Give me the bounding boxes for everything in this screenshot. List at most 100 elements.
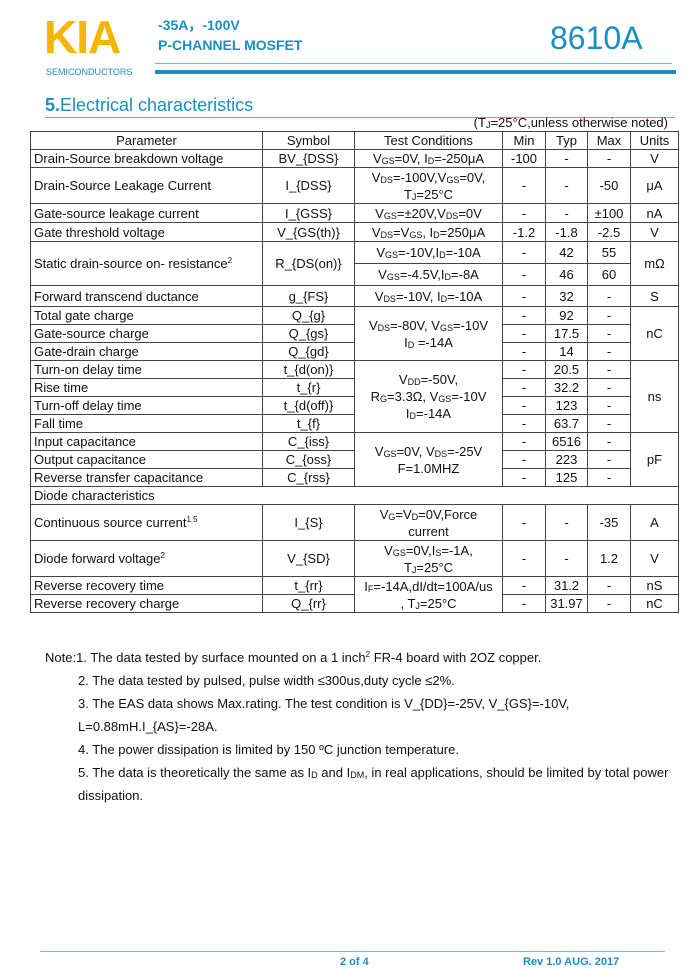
note-item: 3. The EAS data shows Max.rating. The te…	[78, 696, 570, 734]
typ-cell: -	[545, 203, 588, 223]
symbol-cell: Q_{gd}	[262, 342, 355, 361]
test-condition-cell: VGS=-10V,ID=-10A	[354, 241, 503, 264]
symbol-cell: Q_{g}	[262, 306, 355, 325]
typ-cell: 20.5	[545, 360, 588, 379]
table-row: Continuous source current1.5 I_{S} VG=VD=0…	[30, 504, 679, 541]
column-header: Units	[630, 131, 679, 150]
note-item: 2. The data tested by pulsed, pulse widt…	[78, 673, 455, 688]
unit-cell: V	[630, 149, 679, 168]
symbol-cell: t_{rr}	[262, 576, 355, 595]
max-cell: -	[587, 149, 631, 168]
max-cell: -2.5	[587, 222, 631, 242]
parameter-cell: Gate-source charge	[30, 324, 263, 343]
table-row: Turn-on delay time t_{d(on)} VDD=-50V, RG=3…	[30, 360, 679, 433]
parameter-cell: Static drain-source on- resistance2	[30, 241, 263, 286]
electrical-characteristics-table: Parameter Symbol Test Conditions Min Typ Max U…	[30, 131, 679, 613]
symbol-cell: I_{S}	[262, 504, 355, 541]
parameter-cell: Rise time	[30, 378, 263, 397]
symbol-cell: g_{FS}	[262, 285, 355, 307]
parameter-cell: Reverse recovery time	[30, 576, 263, 595]
typ-cell: -	[545, 167, 588, 204]
note-item: 4. The power dissipation is limited by 1…	[78, 742, 459, 757]
parameter-cell: Total gate charge	[30, 306, 263, 325]
section-title-text: Electrical characteristics	[60, 95, 254, 115]
revision: Rev 1.0 AUG. 2017	[523, 956, 620, 968]
test-condition-cell: VDD=-50V, RG=3.3Ω, VGS=-10V ID=-14A	[354, 360, 503, 433]
table-row: Output capacitance C_{oss} -223-	[30, 450, 679, 469]
table-row: Reverse recovery time t_{rr} IF=-14A,dI/dt…	[30, 576, 679, 613]
unit-cell: A	[630, 504, 679, 541]
table-row: Drain-Source breakdown voltage BV_{DSS} VG…	[30, 149, 679, 168]
unit-cell: nC	[630, 594, 679, 613]
symbol-cell: Q_{gs}	[262, 324, 355, 343]
parameter-cell: Gate-drain charge	[30, 342, 263, 361]
min-cell: -1.2	[502, 222, 546, 242]
typ-cell: 125	[545, 468, 588, 487]
symbol-cell: Q_{rr}	[262, 594, 355, 613]
table-row: Reverse recovery charge Q_{rr} -31.97- nC	[30, 594, 679, 613]
parameter-cell: Turn-on delay time	[30, 360, 263, 379]
device-rating: -35A，-100V	[158, 17, 240, 33]
symbol-cell: I_{GSS}	[262, 203, 355, 223]
table-row: Rise time t_{r} -32.2-	[30, 378, 679, 397]
test-condition-cell: VGS=-4.5V,ID=-8A	[354, 263, 503, 286]
test-condition-cell: VGS=0V, VDS=-25V F=1.0MHZ	[354, 432, 503, 487]
notes: Note:1. The data tested by surface mount…	[45, 646, 685, 807]
test-condition-cell: VGS=±20V,VDS=0V	[354, 203, 503, 223]
symbol-cell: C_{rss}	[262, 468, 355, 487]
min-cell: -	[502, 203, 546, 223]
max-cell: -	[587, 285, 631, 307]
min-cell: -	[502, 285, 546, 307]
table-row: VGS=-4.5V,ID=-8A -46 60	[31, 263, 679, 286]
typ-cell: 6516	[545, 432, 588, 451]
max-cell: -	[587, 414, 631, 433]
test-condition-cell: VGS=0V, ID=-250μA	[354, 149, 503, 168]
parameter-cell: Diode forward voltage2	[30, 540, 263, 577]
column-header: Symbol	[262, 131, 355, 150]
note-item: 5. The data is theoretically the same as…	[78, 765, 669, 803]
max-cell: -	[587, 306, 631, 325]
max-cell: -	[587, 432, 631, 451]
unit-cell: mΩ	[630, 241, 679, 286]
typ-cell: 31.2	[545, 576, 588, 595]
test-condition-cell: VDS=-100V,VGS=0V, TJ=25°C	[354, 167, 503, 204]
unit-cell: μA	[630, 167, 679, 204]
table-row: Gate threshold voltage V_{GS(th)} VDS=VGS,…	[30, 222, 679, 242]
unit-cell: nA	[630, 203, 679, 223]
symbol-cell: C_{iss}	[262, 432, 355, 451]
parameter-cell: Forward transcend ductance	[30, 285, 263, 307]
table-row: Diode forward voltage2 V_{SD} VGS=0V,IS=-1…	[30, 540, 679, 577]
test-condition-cell: VG=VD=0V,Force current	[354, 504, 503, 541]
symbol-cell: V_{GS(th)}	[262, 222, 355, 242]
column-header: Max	[587, 131, 631, 150]
typ-cell: -	[545, 540, 588, 577]
typ-cell: 32	[545, 285, 588, 307]
symbol-cell: t_{d(on)}	[262, 360, 355, 379]
min-cell: -100	[502, 149, 546, 168]
parameter-cell: Output capacitance	[30, 450, 263, 469]
typ-cell: -1.8	[545, 222, 588, 242]
min-cell: -	[502, 263, 546, 286]
symbol-cell: BV_{DSS}	[262, 149, 355, 168]
column-header: Min	[502, 131, 546, 150]
section-underline	[45, 117, 675, 118]
table-row: Input capacitance C_{iss} VGS=0V, VDS=-25V…	[30, 432, 679, 487]
table-row: Drain-Source Leakage Current I_{DSS} VDS=-…	[30, 167, 679, 204]
section-title: 5.Electrical characteristics	[45, 95, 253, 115]
symbol-cell: V_{SD}	[262, 540, 355, 577]
typ-cell: 46	[545, 263, 588, 286]
min-cell: -	[502, 306, 546, 325]
column-header: Test Conditions	[354, 131, 503, 150]
max-cell: -35	[587, 504, 631, 541]
parameter-cell: Fall time	[30, 414, 263, 433]
note-item: Note:1. The data tested by surface mount…	[45, 650, 542, 665]
max-cell: -	[587, 594, 631, 613]
max-cell: -50	[587, 167, 631, 204]
min-cell: -	[502, 540, 546, 577]
min-cell: -	[502, 414, 546, 433]
max-cell: -	[587, 468, 631, 487]
typ-cell: 17.5	[545, 324, 588, 343]
typ-cell: 223	[545, 450, 588, 469]
typ-cell: 92	[545, 306, 588, 325]
